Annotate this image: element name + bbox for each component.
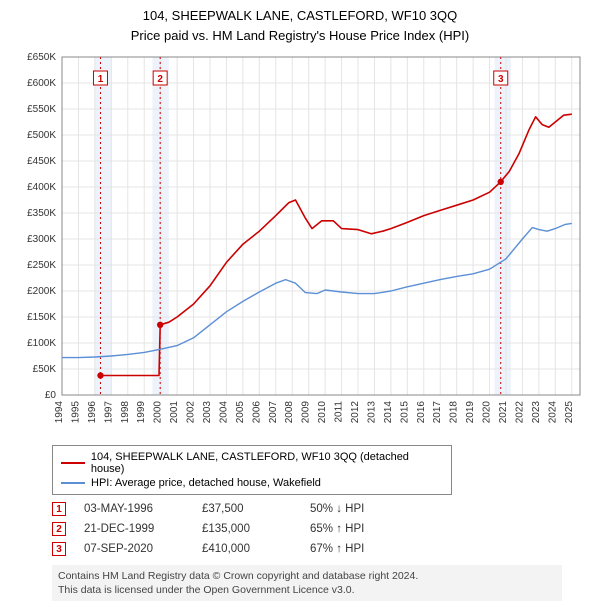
- event-marker-icon: 1: [52, 502, 66, 516]
- legend-label: 104, SHEEPWALK LANE, CASTLEFORD, WF10 3Q…: [91, 451, 443, 475]
- event-price: £135,000: [202, 523, 292, 535]
- svg-text:2003: 2003: [202, 401, 213, 424]
- svg-text:2013: 2013: [366, 401, 377, 424]
- svg-text:2006: 2006: [251, 401, 262, 424]
- svg-text:£350K: £350K: [27, 208, 56, 219]
- event-price: £37,500: [202, 503, 292, 515]
- legend-item: HPI: Average price, detached house, Wake…: [61, 476, 443, 490]
- svg-text:1999: 1999: [136, 401, 147, 424]
- event-date: 21-DEC-1999: [84, 523, 184, 535]
- svg-text:2005: 2005: [235, 401, 246, 424]
- legend-item: 104, SHEEPWALK LANE, CASTLEFORD, WF10 3Q…: [61, 450, 443, 476]
- svg-text:2019: 2019: [465, 401, 476, 424]
- title-line-2: Price paid vs. HM Land Registry's House …: [10, 26, 590, 46]
- svg-text:2010: 2010: [317, 401, 328, 424]
- svg-text:1: 1: [98, 74, 104, 85]
- svg-text:2014: 2014: [383, 401, 394, 424]
- event-row: 3 07-SEP-2020 £410,000 67% ↑ HPI: [52, 539, 580, 559]
- legend-label: HPI: Average price, detached house, Wake…: [91, 477, 321, 489]
- svg-text:1994: 1994: [54, 401, 65, 424]
- svg-text:2020: 2020: [482, 401, 493, 424]
- svg-text:2009: 2009: [301, 401, 312, 424]
- event-marker-icon: 2: [52, 522, 66, 536]
- svg-text:£100K: £100K: [27, 338, 56, 349]
- title-line-1: 104, SHEEPWALK LANE, CASTLEFORD, WF10 3Q…: [10, 6, 590, 26]
- svg-text:£150K: £150K: [27, 312, 56, 323]
- svg-text:£450K: £450K: [27, 156, 56, 167]
- svg-text:2000: 2000: [153, 401, 164, 424]
- svg-text:2018: 2018: [449, 401, 460, 424]
- svg-text:1995: 1995: [70, 401, 81, 424]
- svg-text:2007: 2007: [268, 401, 279, 424]
- event-date: 07-SEP-2020: [84, 543, 184, 555]
- svg-text:£300K: £300K: [27, 234, 56, 245]
- svg-text:£200K: £200K: [27, 286, 56, 297]
- svg-text:2025: 2025: [564, 401, 575, 424]
- svg-text:3: 3: [498, 74, 504, 85]
- svg-text:2021: 2021: [498, 401, 509, 424]
- svg-text:£650K: £650K: [27, 52, 56, 63]
- svg-text:2017: 2017: [432, 401, 443, 424]
- svg-text:2011: 2011: [334, 401, 345, 423]
- events-table: 1 03-MAY-1996 £37,500 50% ↓ HPI 2 21-DEC…: [52, 499, 580, 559]
- chart-legend: 104, SHEEPWALK LANE, CASTLEFORD, WF10 3Q…: [52, 445, 452, 495]
- price-vs-hpi-chart: £0 £50K £100K £150K £200K £250K £300K £350K £400…: [10, 49, 590, 439]
- svg-text:2002: 2002: [186, 401, 197, 424]
- event-delta: 65% ↑ HPI: [310, 523, 364, 535]
- svg-text:£0: £0: [45, 390, 57, 401]
- svg-text:£600K: £600K: [27, 78, 56, 89]
- footer-line-1: Contains HM Land Registry data © Crown c…: [58, 569, 556, 583]
- svg-text:£50K: £50K: [33, 364, 57, 375]
- chart-canvas: £0 £50K £100K £150K £200K £250K £300K £350K £400…: [10, 49, 590, 439]
- svg-text:2004: 2004: [218, 401, 229, 424]
- svg-text:2024: 2024: [547, 401, 558, 424]
- chart-title-block: 104, SHEEPWALK LANE, CASTLEFORD, WF10 3Q…: [10, 6, 590, 45]
- event-delta: 67% ↑ HPI: [310, 543, 364, 555]
- svg-text:£400K: £400K: [27, 182, 56, 193]
- svg-text:1998: 1998: [120, 401, 131, 424]
- svg-text:2016: 2016: [416, 401, 427, 424]
- event-row: 2 21-DEC-1999 £135,000 65% ↑ HPI: [52, 519, 580, 539]
- svg-text:£500K: £500K: [27, 130, 56, 141]
- event-date: 03-MAY-1996: [84, 503, 184, 515]
- event-row: 1 03-MAY-1996 £37,500 50% ↓ HPI: [52, 499, 580, 519]
- svg-text:2: 2: [157, 74, 163, 85]
- event-marker-icon: 3: [52, 542, 66, 556]
- svg-text:2023: 2023: [531, 401, 542, 424]
- legend-swatch: [61, 462, 85, 464]
- container: 104, SHEEPWALK LANE, CASTLEFORD, WF10 3Q…: [0, 0, 600, 607]
- svg-text:2012: 2012: [350, 401, 361, 424]
- event-delta: 50% ↓ HPI: [310, 503, 364, 515]
- event-price: £410,000: [202, 543, 292, 555]
- attribution-footer: Contains HM Land Registry data © Crown c…: [52, 565, 562, 601]
- svg-text:£250K: £250K: [27, 260, 56, 271]
- footer-line-2: This data is licensed under the Open Gov…: [58, 583, 556, 597]
- svg-text:£550K: £550K: [27, 104, 56, 115]
- svg-text:2022: 2022: [514, 401, 525, 424]
- svg-text:1996: 1996: [87, 401, 98, 424]
- svg-text:2008: 2008: [284, 401, 295, 424]
- svg-text:2015: 2015: [399, 401, 410, 424]
- svg-text:2001: 2001: [169, 401, 180, 424]
- legend-swatch: [61, 482, 85, 484]
- svg-text:1997: 1997: [103, 401, 114, 424]
